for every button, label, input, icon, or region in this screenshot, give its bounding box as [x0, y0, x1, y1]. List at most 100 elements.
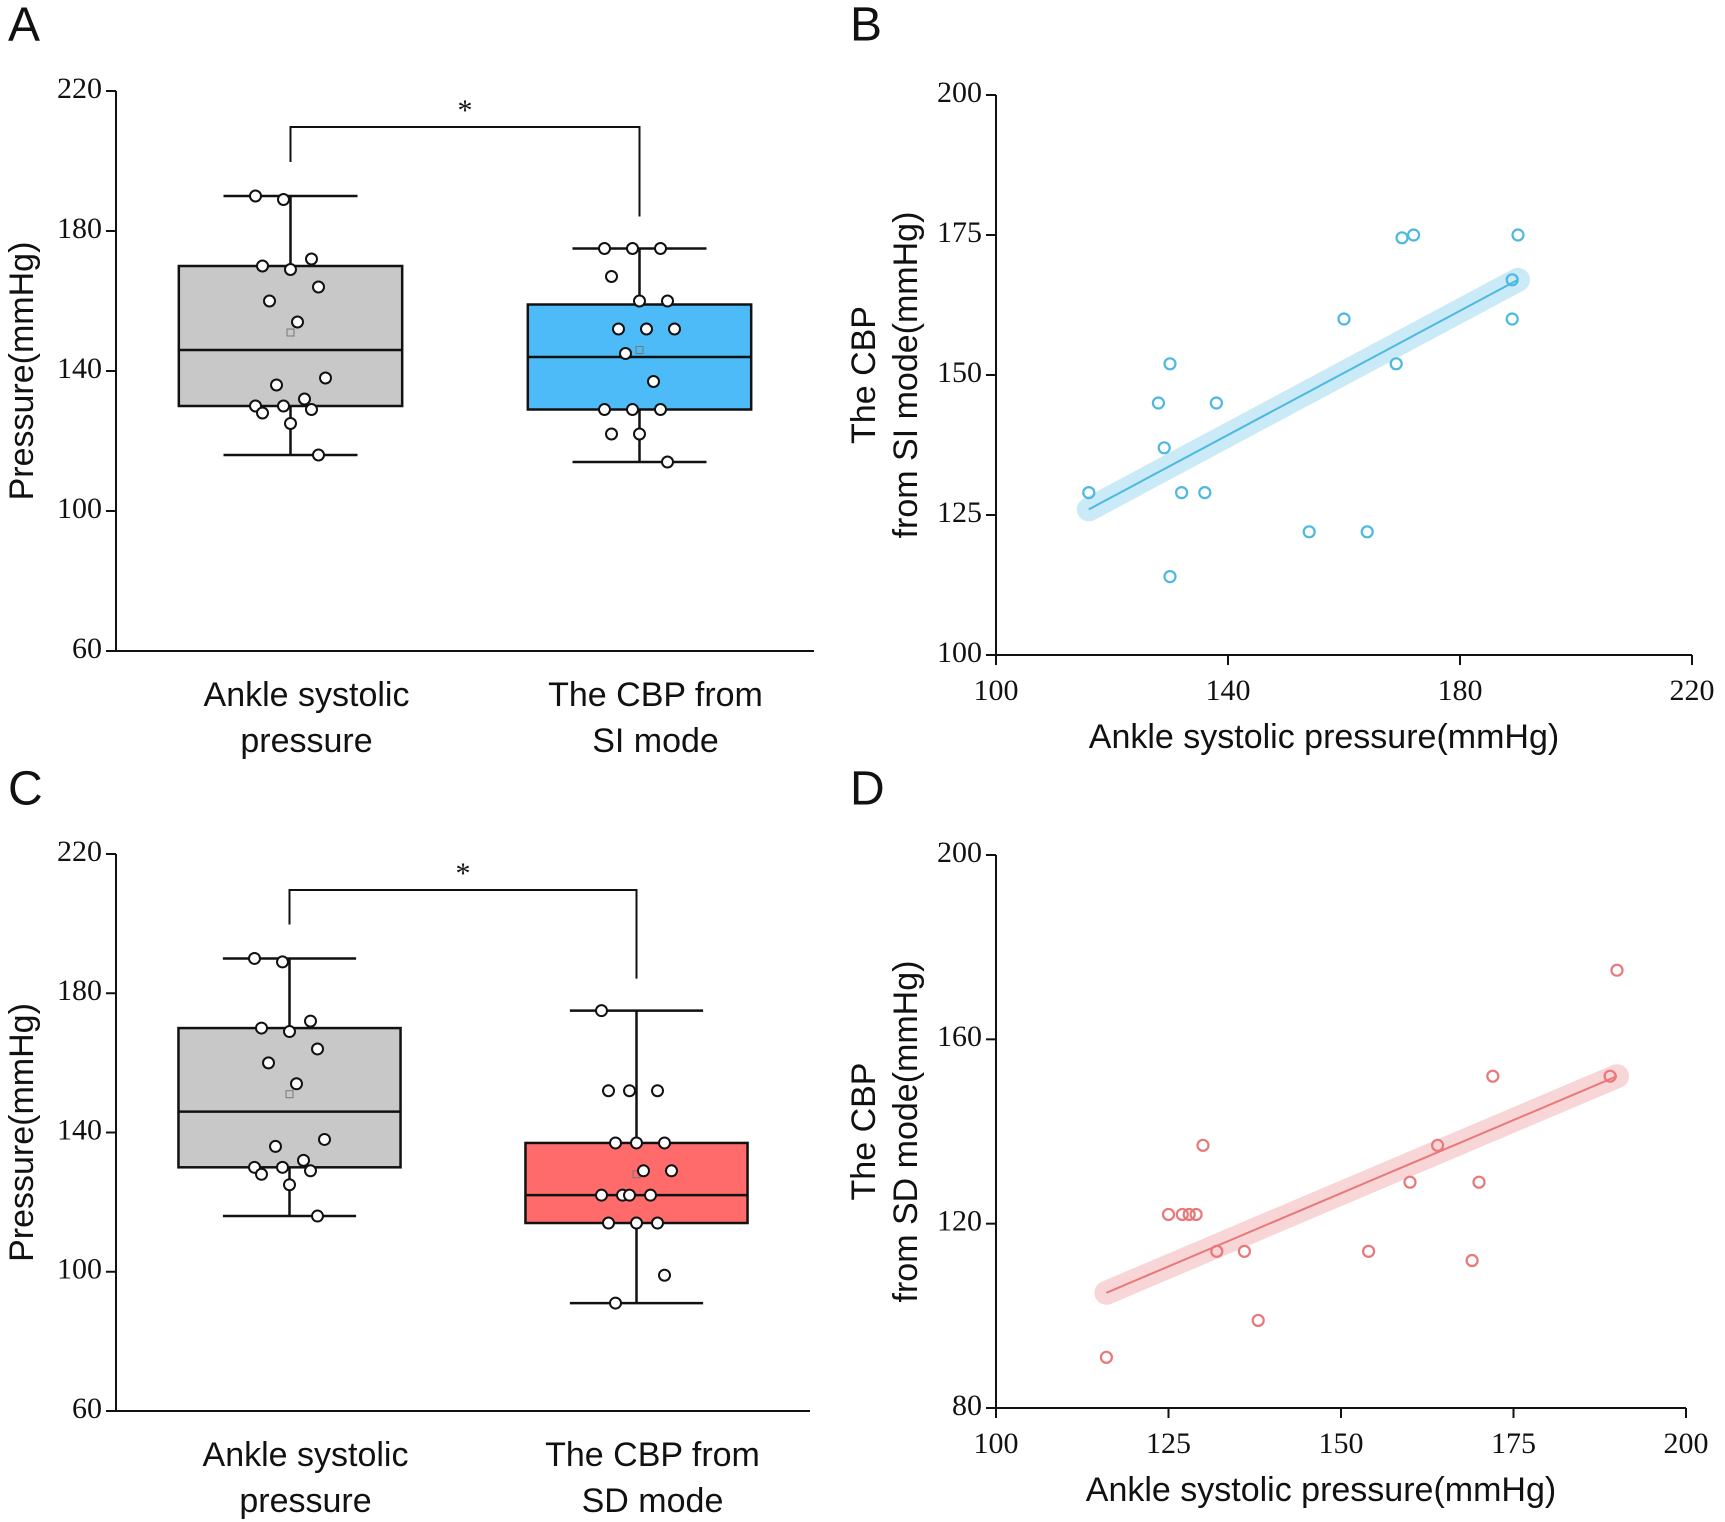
panel-label: D	[850, 763, 885, 816]
x-tick-label: Ankle systolic pressure	[203, 1436, 409, 1520]
data-point	[248, 951, 261, 965]
x-tick-label: 220	[1670, 674, 1715, 707]
data-point	[1389, 357, 1403, 371]
data-point	[262, 1056, 275, 1070]
data-point	[311, 1042, 324, 1056]
x-tick-label: Ankle systolic pressure	[204, 676, 410, 760]
data-point	[1302, 525, 1316, 539]
data-point	[651, 1084, 664, 1098]
data-point	[598, 242, 611, 255]
data-point	[1182, 1207, 1196, 1222]
data-point	[1337, 312, 1351, 326]
x-tick-label: The CBP from SD mode	[545, 1436, 760, 1520]
x-tick-label-line: The CBP from	[545, 1436, 760, 1474]
panel-label: B	[850, 0, 882, 52]
x-tick-label: 180	[1438, 674, 1483, 707]
data-point	[1161, 1207, 1176, 1222]
y-axis-label-line: The CBP	[845, 306, 883, 444]
data-point	[661, 294, 674, 308]
data-point	[1151, 396, 1166, 410]
data-point	[1472, 1175, 1486, 1189]
data-point	[665, 1164, 678, 1178]
data-point	[256, 259, 269, 273]
data-point	[630, 1216, 643, 1230]
x-axis-label: Ankle systolic pressure(mmHg)	[1086, 1471, 1556, 1509]
data-point	[637, 1164, 650, 1178]
data-point	[1210, 1244, 1224, 1258]
data-point	[263, 294, 276, 308]
data-point	[1099, 1350, 1114, 1364]
data-point	[269, 1139, 282, 1153]
y-axis-label-line: from SD mode(mmHg)	[887, 961, 925, 1303]
data-point	[298, 392, 311, 406]
data-point	[283, 1178, 296, 1192]
data-point	[1430, 1138, 1445, 1152]
box	[524, 1141, 749, 1225]
data-point	[1251, 1313, 1265, 1328]
data-point	[1237, 1244, 1252, 1258]
y-tick-label: 60	[72, 1392, 102, 1425]
data-point	[1198, 486, 1212, 500]
x-tick-label-line: SI mode	[592, 722, 719, 760]
data-point	[661, 455, 674, 469]
data-point	[605, 270, 618, 283]
data-point	[1157, 441, 1171, 455]
y-tick-label: 100	[937, 636, 982, 669]
data-point	[290, 1077, 303, 1091]
data-point	[1403, 1175, 1417, 1189]
data-point	[602, 1216, 615, 1230]
mean	[285, 1090, 294, 1099]
data-point	[626, 242, 639, 255]
data-point	[651, 1216, 664, 1230]
data-point	[609, 1296, 622, 1310]
y-axis-label-line: The CBP	[845, 1063, 883, 1201]
data-point	[658, 1268, 671, 1282]
data-point	[1189, 1207, 1203, 1222]
data-point	[256, 406, 269, 420]
y-tick-label: 60	[72, 632, 102, 665]
data-point	[668, 322, 681, 336]
data-point	[1360, 525, 1374, 539]
data-point	[1610, 963, 1624, 977]
x-tick-label: 100	[974, 1427, 1019, 1460]
y-tick-label: 180	[57, 974, 102, 1007]
y-tick-label: 125	[937, 496, 982, 529]
x-tick-label-line: The CBP from	[548, 676, 763, 714]
data-point	[284, 263, 297, 276]
data-point	[595, 1004, 608, 1018]
significance-label: *	[458, 94, 473, 127]
data-point	[284, 417, 297, 430]
data-point	[319, 371, 332, 385]
data-point	[654, 403, 667, 416]
data-point	[1209, 396, 1224, 410]
data-point	[255, 1021, 268, 1035]
data-point	[255, 1167, 268, 1181]
y-tick-label: 220	[57, 72, 102, 105]
data-point	[1465, 1253, 1479, 1268]
y-tick-label: 200	[937, 76, 982, 109]
data-point	[304, 1164, 317, 1178]
data-point	[1505, 312, 1519, 326]
data-point	[630, 1136, 643, 1150]
data-point	[291, 315, 304, 329]
y-tick-label: 140	[57, 352, 102, 385]
x-tick-label: 140	[1206, 674, 1251, 707]
data-point	[1082, 486, 1096, 500]
y-tick-label: 140	[57, 1113, 102, 1146]
data-point	[276, 1160, 289, 1174]
x-tick-label-line: Ankle systolic	[203, 1436, 409, 1474]
y-tick-label: 100	[57, 492, 102, 525]
data-point	[595, 1188, 608, 1202]
data-point	[633, 294, 646, 308]
data-point	[1505, 273, 1519, 287]
data-point	[658, 1136, 671, 1150]
x-tick-label: The CBP from SI mode	[548, 676, 763, 760]
y-tick-label: 200	[937, 836, 982, 869]
data-point	[626, 403, 639, 416]
data-point	[647, 375, 660, 388]
data-point	[1511, 228, 1525, 242]
data-point	[276, 955, 289, 969]
significance-bracket	[289, 126, 641, 217]
data-point	[1196, 1138, 1210, 1152]
